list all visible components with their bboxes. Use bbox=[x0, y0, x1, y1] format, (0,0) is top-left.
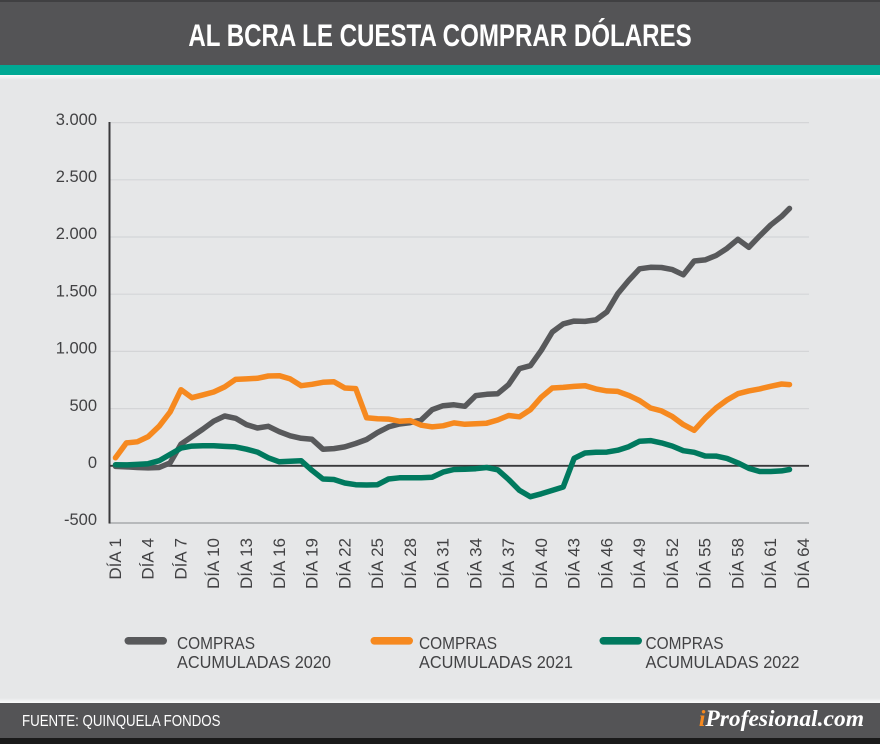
svg-text:DÍA 64: DÍA 64 bbox=[794, 538, 813, 589]
svg-text:DÍA 40: DÍA 40 bbox=[532, 538, 551, 589]
svg-text:DÍA 58: DÍA 58 bbox=[728, 538, 747, 589]
svg-text:DÍA 31: DÍA 31 bbox=[434, 538, 453, 589]
svg-text:ACUMULADAS 2022: ACUMULADAS 2022 bbox=[646, 652, 800, 672]
svg-text:DÍA 1: DÍA 1 bbox=[106, 538, 125, 580]
svg-text:DÍA 34: DÍA 34 bbox=[466, 538, 485, 589]
svg-text:2.500: 2.500 bbox=[56, 168, 97, 186]
svg-text:ACUMULADAS 2021: ACUMULADAS 2021 bbox=[419, 652, 573, 672]
svg-text:DÍA 49: DÍA 49 bbox=[630, 538, 649, 589]
svg-text:DÍA 61: DÍA 61 bbox=[761, 538, 780, 589]
svg-text:3.000: 3.000 bbox=[56, 111, 97, 129]
svg-text:ACUMULADAS 2020: ACUMULADAS 2020 bbox=[177, 652, 331, 672]
svg-text:DÍA 28: DÍA 28 bbox=[401, 538, 420, 589]
svg-text:500: 500 bbox=[69, 397, 97, 415]
svg-text:DÍA 19: DÍA 19 bbox=[303, 538, 322, 589]
svg-text:DÍA 46: DÍA 46 bbox=[597, 538, 616, 589]
svg-text:-500: -500 bbox=[64, 511, 97, 529]
svg-text:COMPRAS: COMPRAS bbox=[419, 633, 497, 653]
svg-text:DÍA 25: DÍA 25 bbox=[368, 538, 387, 589]
svg-text:1.500: 1.500 bbox=[56, 282, 97, 300]
svg-text:COMPRAS: COMPRAS bbox=[177, 633, 255, 653]
svg-text:DÍA 22: DÍA 22 bbox=[335, 538, 354, 589]
svg-text:1.000: 1.000 bbox=[56, 340, 97, 358]
svg-text:COMPRAS: COMPRAS bbox=[646, 633, 724, 653]
svg-text:DÍA 55: DÍA 55 bbox=[696, 538, 715, 589]
svg-text:0: 0 bbox=[88, 454, 97, 472]
svg-text:DÍA 37: DÍA 37 bbox=[499, 538, 518, 589]
svg-text:DÍA 4: DÍA 4 bbox=[139, 538, 158, 580]
svg-text:DÍA 43: DÍA 43 bbox=[565, 538, 584, 589]
svg-text:2.000: 2.000 bbox=[56, 225, 97, 243]
svg-text:DÍA 7: DÍA 7 bbox=[172, 538, 191, 580]
svg-text:DÍA 16: DÍA 16 bbox=[270, 538, 289, 589]
svg-text:DÍA 13: DÍA 13 bbox=[237, 538, 256, 589]
svg-text:DÍA 10: DÍA 10 bbox=[204, 538, 223, 589]
svg-text:DÍA 52: DÍA 52 bbox=[663, 538, 682, 589]
